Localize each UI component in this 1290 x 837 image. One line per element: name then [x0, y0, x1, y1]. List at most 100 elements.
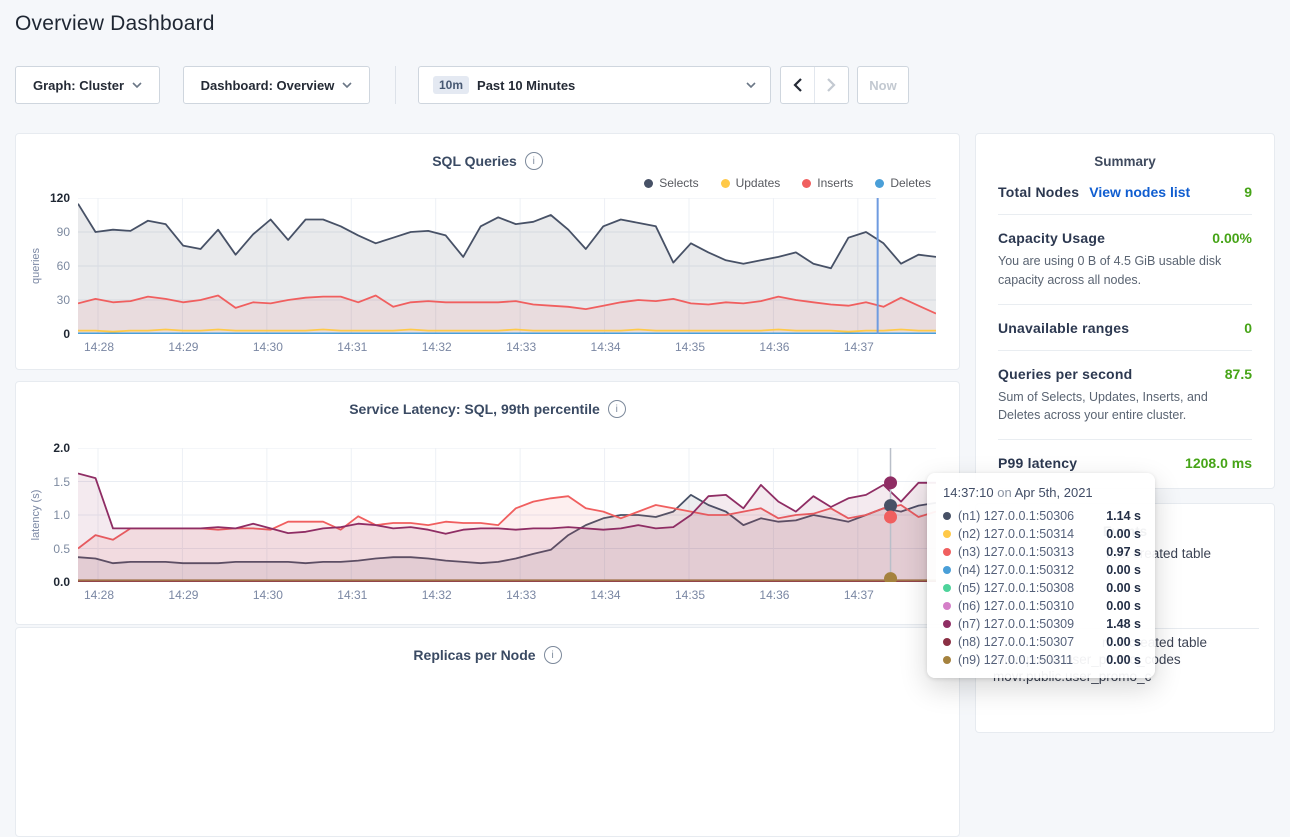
- summary-description: Sum of Selects, Updates, Inserts, and De…: [998, 389, 1208, 423]
- summary-panel: Summary Total Nodes View nodes list 9 Ca…: [975, 133, 1275, 489]
- chevron-left-icon: [793, 78, 802, 92]
- x-tick-label: 14:34: [590, 340, 621, 354]
- chart-title: Replicas per Node: [413, 647, 536, 663]
- time-range-badge: 10m: [433, 76, 470, 94]
- summary-label: Unavailable ranges: [998, 319, 1130, 336]
- legend-item-updates[interactable]: Updates: [720, 176, 780, 190]
- chevron-right-icon: [827, 78, 836, 92]
- tooltip-row: (n3) 127.0.0.1:50313 0.97 s: [943, 543, 1141, 561]
- summary-item-capacity-usage: Capacity Usage 0.00% You are using 0 B o…: [998, 215, 1252, 305]
- summary-value: 0.00%: [1212, 230, 1252, 246]
- summary-value: 87.5: [1224, 365, 1252, 382]
- x-tick-label: 14:28: [83, 588, 115, 602]
- tooltip-node-value: 0.00 s: [1106, 581, 1141, 595]
- info-icon[interactable]: i: [607, 400, 626, 418]
- legend-dot-icon: [802, 178, 812, 188]
- y-tick-label: 120: [49, 191, 70, 205]
- time-next-button[interactable]: [814, 67, 848, 103]
- sql-queries-chart-card: SQL Queries i Selects Updates Inserts Delet…: [15, 133, 960, 370]
- series-dot-icon: [943, 584, 951, 592]
- tooltip-timestamp: 14:37:10 on Apr 5th, 2021: [943, 485, 1093, 500]
- summary-item-p99-latency: P99 latency 1208.0 ms: [998, 440, 1252, 485]
- tooltip-row: (n5) 127.0.0.1:50308 0.00 s: [943, 579, 1141, 597]
- chart-hover-tooltip: 14:37:10 on Apr 5th, 2021 (n1) 127.0.0.1…: [927, 473, 1155, 678]
- tooltip-row: (n7) 127.0.0.1:50309 1.48 s: [943, 615, 1141, 633]
- x-tick-label: 14:37: [843, 340, 874, 354]
- replicas-per-node-chart-card: Replicas per Node i: [15, 627, 960, 837]
- legend-label: Selects: [659, 176, 699, 190]
- tooltip-node-label: (n2) 127.0.0.1:50314: [958, 527, 1075, 541]
- x-tick-label: 14:29: [168, 588, 199, 602]
- legend-label: Inserts: [817, 176, 854, 190]
- x-tick-label: 14:33: [506, 588, 537, 602]
- x-tick-label: 14:36: [759, 340, 790, 354]
- summary-item-unavailable-ranges: Unavailable ranges 0: [998, 305, 1252, 351]
- tooltip-node-label: (n1) 127.0.0.1:50306: [958, 509, 1075, 523]
- y-tick-label: 0: [63, 327, 70, 341]
- tooltip-node-value: 1.14 s: [1106, 509, 1141, 523]
- y-axis-label: queries: [30, 247, 42, 285]
- graph-dropdown-label: Graph: Cluster: [32, 77, 124, 93]
- series-dot-icon: [943, 602, 951, 610]
- summary-label: P99 latency: [998, 455, 1078, 471]
- tooltip-node-label: (n9) 127.0.0.1:50311: [958, 653, 1074, 667]
- x-tick-label: 14:34: [590, 588, 621, 602]
- tooltip-row: (n4) 127.0.0.1:50312 0.00 s: [943, 561, 1141, 579]
- y-tick-label: 2.0: [53, 441, 70, 455]
- x-tick-label: 14:37: [843, 588, 874, 602]
- summary-label: Capacity Usage: [998, 230, 1106, 246]
- tooltip-node-label: (n8) 127.0.0.1:50307: [958, 635, 1075, 649]
- x-tick-label: 14:33: [506, 340, 537, 354]
- info-icon[interactable]: i: [524, 152, 543, 170]
- x-tick-label: 14:31: [337, 588, 368, 602]
- series-dot-icon: [943, 566, 951, 574]
- summary-value: 9: [1244, 184, 1252, 200]
- tooltip-node-value: 0.00 s: [1106, 563, 1141, 577]
- y-tick-label: 60: [56, 259, 70, 273]
- tooltip-row: (n2) 127.0.0.1:50314 0.00 s: [943, 525, 1141, 543]
- x-tick-label: 14:28: [83, 340, 115, 354]
- summary-label: Total Nodes: [998, 184, 1080, 200]
- legend-dot-icon: [720, 178, 730, 188]
- tooltip-node-label: (n4) 127.0.0.1:50312: [958, 563, 1075, 577]
- chevron-down-icon: [342, 82, 352, 88]
- tooltip-node-value: 0.00 s: [1106, 635, 1141, 649]
- legend-item-selects[interactable]: Selects: [644, 176, 699, 190]
- tooltip-row: (n1) 127.0.0.1:50306 1.14 s: [943, 507, 1141, 525]
- legend-item-inserts[interactable]: Inserts: [802, 176, 853, 190]
- legend-label: Deletes: [890, 176, 931, 190]
- chart-title: Service Latency: SQL, 99th percentile: [349, 401, 600, 417]
- y-tick-label: 1.5: [53, 474, 70, 489]
- time-range-picker[interactable]: 10m Past 10 Minutes: [418, 66, 771, 104]
- summary-description: You are using 0 B of 4.5 GiB usable disk…: [998, 254, 1222, 287]
- time-range-label: Past 10 Minutes: [477, 77, 576, 93]
- x-tick-label: 14:32: [421, 340, 452, 354]
- chevron-down-icon: [132, 82, 142, 88]
- chart-title-row: Service Latency: SQL, 99th percentile i: [16, 400, 959, 418]
- y-tick-label: 1.0: [53, 508, 70, 522]
- tooltip-node-label: (n5) 127.0.0.1:50308: [958, 581, 1075, 595]
- time-step-buttons: [780, 66, 849, 104]
- now-button[interactable]: Now: [857, 66, 909, 104]
- chart-plot-area[interactable]: [78, 448, 936, 582]
- y-axis-label: latency (s): [30, 489, 42, 541]
- tooltip-node-value: 1.48 s: [1106, 617, 1141, 631]
- chart-title: SQL Queries: [432, 153, 517, 169]
- y-tick-label: 0.5: [53, 541, 70, 556]
- series-dot-icon: [943, 620, 951, 628]
- legend-dot-icon: [875, 178, 885, 188]
- graph-dropdown[interactable]: Graph: Cluster: [15, 66, 160, 104]
- time-prev-button[interactable]: [781, 67, 814, 103]
- legend-item-deletes[interactable]: Deletes: [875, 176, 931, 190]
- tooltip-node-value: 0.00 s: [1106, 599, 1141, 613]
- series-dot-icon: [943, 512, 951, 520]
- y-tick-label: 0.0: [53, 575, 70, 589]
- dashboard-dropdown[interactable]: Dashboard: Overview: [183, 66, 370, 104]
- page-title: Overview Dashboard: [15, 12, 215, 35]
- info-icon[interactable]: i: [543, 646, 562, 664]
- tooltip-node-value: 0.00 s: [1106, 527, 1141, 541]
- tooltip-node-value: 0.97 s: [1106, 545, 1141, 559]
- series-dot-icon: [943, 530, 951, 538]
- view-nodes-list-link[interactable]: View nodes list: [1089, 184, 1191, 200]
- chart-plot-area[interactable]: [78, 198, 936, 334]
